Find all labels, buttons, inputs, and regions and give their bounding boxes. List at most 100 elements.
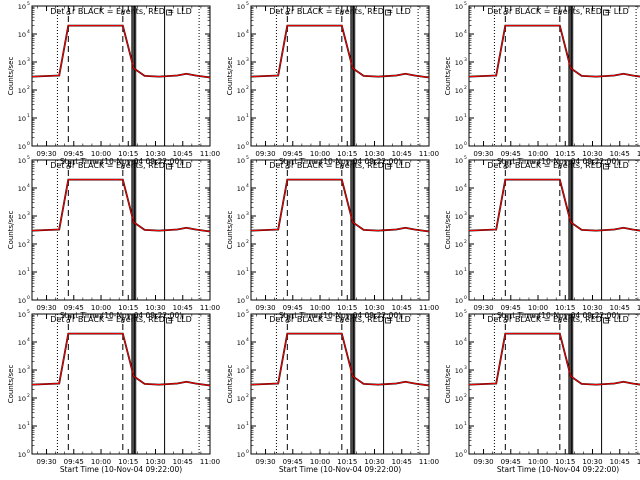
x-tick-label: 10:30	[364, 458, 384, 466]
y-tick-exponent: 2	[246, 85, 249, 91]
y-tick-label: 10	[455, 3, 463, 11]
marker-box	[166, 317, 172, 324]
x-tick-label: 11:00	[637, 150, 640, 158]
y-tick-label: 10	[237, 213, 245, 221]
x-axis-label: Start Time (10-Nov-04 09:22:00)	[279, 157, 401, 166]
x-tick-label: 10:15	[118, 304, 138, 312]
y-tick-label: 10	[237, 143, 245, 151]
x-tick-label: 10:15	[118, 150, 138, 158]
y-tick-label: 10	[18, 213, 26, 221]
x-tick-label: 11:00	[419, 304, 439, 312]
marker-label: o	[121, 163, 125, 171]
y-tick-exponent: 0	[246, 295, 249, 301]
x-tick-label: 10:00	[528, 304, 548, 312]
x-tick-label: 10:00	[91, 150, 111, 158]
y-tick-label: 10	[455, 269, 463, 277]
x-tick-label: 10:45	[610, 458, 630, 466]
x-tick-label: 10:30	[364, 150, 384, 158]
marker-label: o	[121, 317, 125, 325]
y-tick-exponent: 0	[27, 449, 30, 455]
marker-box	[385, 163, 391, 170]
y-tick-exponent: 5	[464, 309, 467, 315]
y-tick-exponent: 3	[464, 211, 467, 217]
x-tick-label: 10:15	[555, 150, 575, 158]
x-tick-label: 11:00	[200, 304, 220, 312]
y-tick-exponent: 0	[246, 141, 249, 147]
y-tick-exponent: 0	[246, 449, 249, 455]
y-tick-exponent: 1	[464, 421, 467, 427]
y-tick-exponent: 4	[246, 337, 249, 343]
marker-label: o	[66, 9, 70, 17]
marker-label: o	[121, 9, 125, 17]
marker-label: o	[340, 9, 344, 17]
y-tick-exponent: 5	[27, 1, 30, 7]
y-tick-label: 10	[455, 143, 463, 151]
y-tick-label: 10	[455, 367, 463, 375]
y-tick-exponent: 5	[27, 155, 30, 161]
marker-label: o	[503, 9, 507, 17]
marker-label: o	[558, 317, 562, 325]
series-events-line	[31, 332, 211, 387]
series-lld-line	[31, 179, 211, 232]
x-axis-label: Start Time (10-Nov-04 09:22:00)	[279, 465, 401, 474]
x-tick-label: 10:15	[337, 304, 357, 312]
x-tick-label: 09:45	[64, 458, 84, 466]
y-tick-label: 10	[455, 213, 463, 221]
marker-label: o	[66, 317, 70, 325]
marker-label: o	[285, 163, 289, 171]
y-tick-exponent: 4	[246, 29, 249, 35]
x-tick-label: 09:30	[473, 458, 493, 466]
series-events-line	[31, 24, 211, 79]
series-events-line	[250, 332, 430, 387]
x-tick-label: 09:45	[283, 304, 303, 312]
y-tick-exponent: 5	[464, 155, 467, 161]
x-tick-label: 10:45	[173, 150, 193, 158]
y-tick-label: 10	[18, 3, 26, 11]
y-tick-label: 10	[18, 367, 26, 375]
marker-label: o	[503, 163, 507, 171]
y-tick-label: 10	[18, 115, 26, 123]
x-tick-label: 11:00	[419, 150, 439, 158]
y-tick-exponent: 5	[464, 1, 467, 7]
y-tick-label: 10	[455, 185, 463, 193]
y-tick-label: 10	[18, 143, 26, 151]
y-tick-exponent: 0	[464, 141, 467, 147]
marker-box	[385, 317, 391, 324]
x-tick-label: 11:00	[200, 458, 220, 466]
y-tick-label: 10	[18, 241, 26, 249]
x-tick-label: 10:30	[145, 458, 165, 466]
x-tick-label: 10:00	[310, 150, 330, 158]
y-tick-label: 10	[18, 157, 26, 165]
y-tick-exponent: 2	[246, 239, 249, 245]
x-tick-label: 10:30	[582, 304, 602, 312]
y-tick-label: 10	[237, 269, 245, 277]
series-lld-line	[468, 25, 640, 78]
series-events-line	[250, 24, 430, 79]
x-tick-label: 10:45	[392, 150, 412, 158]
series-lld-line	[250, 333, 430, 386]
x-tick-label: 09:30	[473, 150, 493, 158]
y-tick-label: 10	[455, 339, 463, 347]
x-tick-label: 10:45	[392, 304, 412, 312]
y-tick-label: 10	[18, 423, 26, 431]
series-lld-line	[468, 333, 640, 386]
x-axis-label: Start Time (10-Nov-04 09:22:00)	[60, 311, 182, 320]
series-events-line	[250, 178, 430, 233]
x-tick-label: 10:15	[118, 458, 138, 466]
x-axis-label: Start Time (10-Nov-04 09:22:00)	[279, 311, 401, 320]
x-tick-label: 10:30	[582, 150, 602, 158]
y-tick-label: 10	[18, 185, 26, 193]
x-tick-label: 09:30	[473, 304, 493, 312]
x-tick-label: 10:45	[173, 304, 193, 312]
y-tick-exponent: 0	[27, 295, 30, 301]
x-tick-label: 11:00	[200, 150, 220, 158]
y-tick-exponent: 4	[464, 29, 467, 35]
y-tick-label: 10	[18, 269, 26, 277]
y-tick-label: 10	[237, 241, 245, 249]
